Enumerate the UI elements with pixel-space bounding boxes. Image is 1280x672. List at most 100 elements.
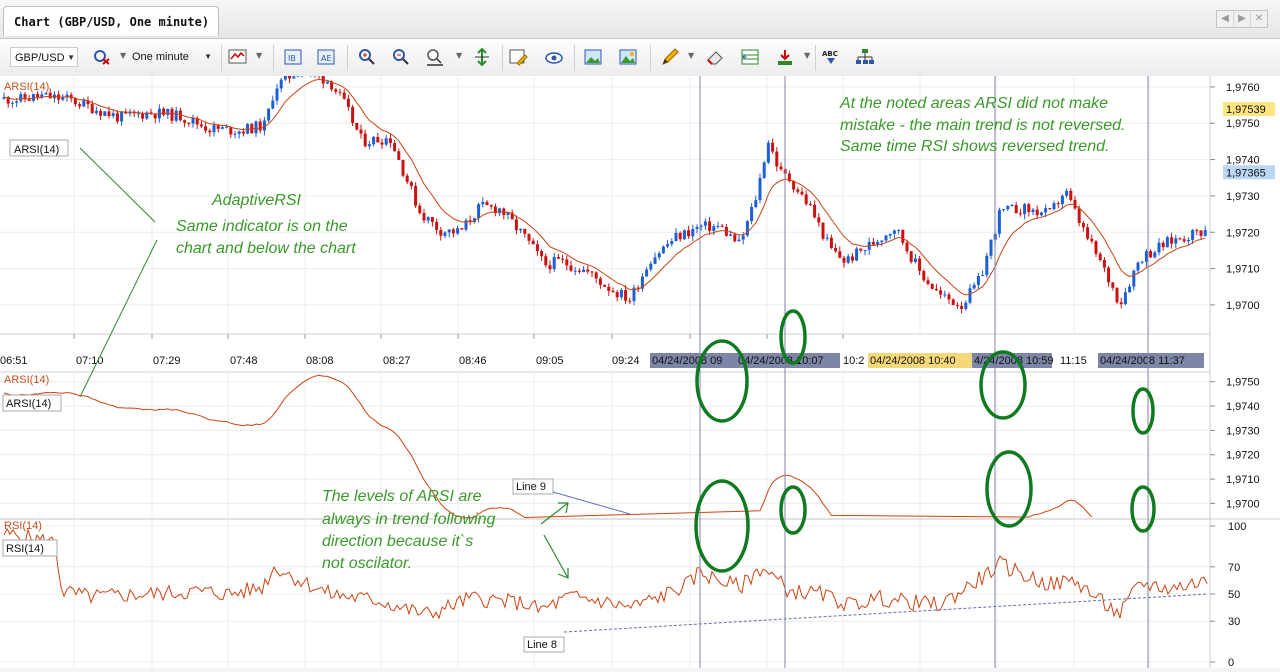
x-tick-label: 10:2 xyxy=(843,355,864,367)
candle-body xyxy=(544,256,547,265)
candle-body xyxy=(360,130,363,134)
abc-icon[interactable]: ABC xyxy=(821,47,841,67)
candle-body xyxy=(61,98,64,100)
candle-body xyxy=(515,219,518,230)
next-icon[interactable]: ▶ xyxy=(1234,11,1251,27)
image-save-icon[interactable] xyxy=(583,47,603,67)
candle-body xyxy=(679,233,682,239)
candle-body xyxy=(486,202,489,205)
zoom-period-icon[interactable] xyxy=(425,47,445,67)
time-highlight-label: 04/24/2008 11:37 xyxy=(1100,355,1185,367)
candle-body xyxy=(885,236,888,241)
chevron-down-icon[interactable]: ▼ xyxy=(120,51,126,60)
zoom-out-icon[interactable] xyxy=(391,47,411,67)
candle-body xyxy=(977,276,980,285)
candle-body xyxy=(1116,288,1119,302)
symbol-settings-icon[interactable] xyxy=(92,47,112,67)
candle-body xyxy=(481,202,484,204)
chart-type-icon[interactable] xyxy=(228,47,248,67)
arsi-label: ARSI(14) xyxy=(6,398,51,410)
candle-body xyxy=(1019,213,1022,214)
chevron-down-icon[interactable]: ▼ xyxy=(688,51,694,60)
candle-body xyxy=(557,257,560,259)
x-tick-label: 07:29 xyxy=(153,355,181,367)
candle-body xyxy=(914,259,917,262)
candle-body xyxy=(74,98,77,104)
tree-icon[interactable] xyxy=(855,47,875,67)
chart-svg[interactable]: 1,97601,97501,97401,97301,97201,97101,97… xyxy=(0,76,1280,668)
candle-body xyxy=(662,247,665,254)
candle-body xyxy=(565,260,568,266)
candle-body xyxy=(771,143,774,152)
candle-body xyxy=(112,113,115,116)
candle-body xyxy=(448,229,451,232)
candle-body xyxy=(103,111,106,115)
candle-body xyxy=(956,305,959,306)
candle-body xyxy=(192,118,195,124)
toolbar-separator xyxy=(650,45,651,71)
colors-icon[interactable] xyxy=(775,47,795,67)
candle-body xyxy=(666,244,669,246)
x-tick-label: 08:08 xyxy=(306,355,334,367)
prev-icon[interactable]: ◀ xyxy=(1217,11,1234,27)
candle-body xyxy=(553,257,556,269)
candle-body xyxy=(255,122,258,134)
indicators-icon[interactable]: IB xyxy=(283,47,303,67)
candle-body xyxy=(1027,204,1030,212)
objects-icon[interactable]: AE xyxy=(316,47,336,67)
period-value: One minute xyxy=(132,51,189,63)
candle-body xyxy=(570,265,573,270)
candle-body xyxy=(1095,241,1098,254)
toolbar-separator xyxy=(221,45,222,71)
line8-label: Line 8 xyxy=(527,639,557,651)
chevron-down-icon[interactable]: ▼ xyxy=(256,51,262,60)
candle-body xyxy=(691,229,694,236)
y-tick-label: 1,9750 xyxy=(1226,377,1260,389)
symbol-select[interactable]: GBP/USD▼ xyxy=(10,47,78,67)
candle-body xyxy=(654,257,657,263)
candle-body xyxy=(717,226,720,227)
candle-body xyxy=(1023,204,1026,214)
grid-icon[interactable] xyxy=(740,47,760,67)
candle-body xyxy=(960,306,963,309)
candle-body xyxy=(738,240,741,242)
eraser-icon[interactable] xyxy=(705,47,725,67)
candle-body xyxy=(1015,205,1018,213)
title-bar: Chart (GBP/USD, One minute) ◀ ▶ ✕ xyxy=(0,0,1280,39)
template-icon[interactable] xyxy=(508,47,528,67)
candle-body xyxy=(49,93,52,99)
candle-body xyxy=(574,271,577,272)
chevron-down-icon[interactable]: ▼ xyxy=(804,51,810,60)
candle-body xyxy=(187,123,190,124)
x-tick-label: 06:51 xyxy=(0,355,28,367)
y-tick-label: 1,9710 xyxy=(1226,264,1260,276)
candle-body xyxy=(385,138,388,144)
pen-icon[interactable] xyxy=(660,47,680,67)
chart-tab[interactable]: Chart (GBP/USD, One minute) xyxy=(3,6,219,36)
candle-body xyxy=(729,234,732,235)
candle-body xyxy=(780,167,783,170)
close-icon[interactable]: ✕ xyxy=(1251,11,1267,27)
candle-body xyxy=(1158,243,1161,253)
zoom-in-icon[interactable] xyxy=(357,47,377,67)
candle-body xyxy=(616,292,619,297)
candle-body xyxy=(91,104,94,113)
x-tick-label: 07:48 xyxy=(230,355,258,367)
chart-toolbar: GBP/USD▼ ▼ One minute▼ ▼ IB AE ▼ xyxy=(0,39,1280,77)
candle-body xyxy=(1099,254,1102,260)
period-select[interactable]: One minute▼ xyxy=(128,47,214,67)
candle-body xyxy=(901,230,904,243)
autoscale-icon[interactable] xyxy=(472,47,492,67)
candle-body xyxy=(271,101,274,109)
candle-body xyxy=(528,234,531,241)
candle-body xyxy=(263,120,266,130)
eye-icon[interactable] xyxy=(544,47,564,67)
chevron-down-icon[interactable]: ▼ xyxy=(456,51,462,60)
annotation-text: direction because it`s xyxy=(322,533,473,550)
candle-body xyxy=(326,81,329,83)
candle-body xyxy=(985,256,988,275)
y-tick-label: 30 xyxy=(1228,616,1240,628)
candle-body xyxy=(612,291,615,292)
image-open-icon[interactable] xyxy=(618,47,638,67)
